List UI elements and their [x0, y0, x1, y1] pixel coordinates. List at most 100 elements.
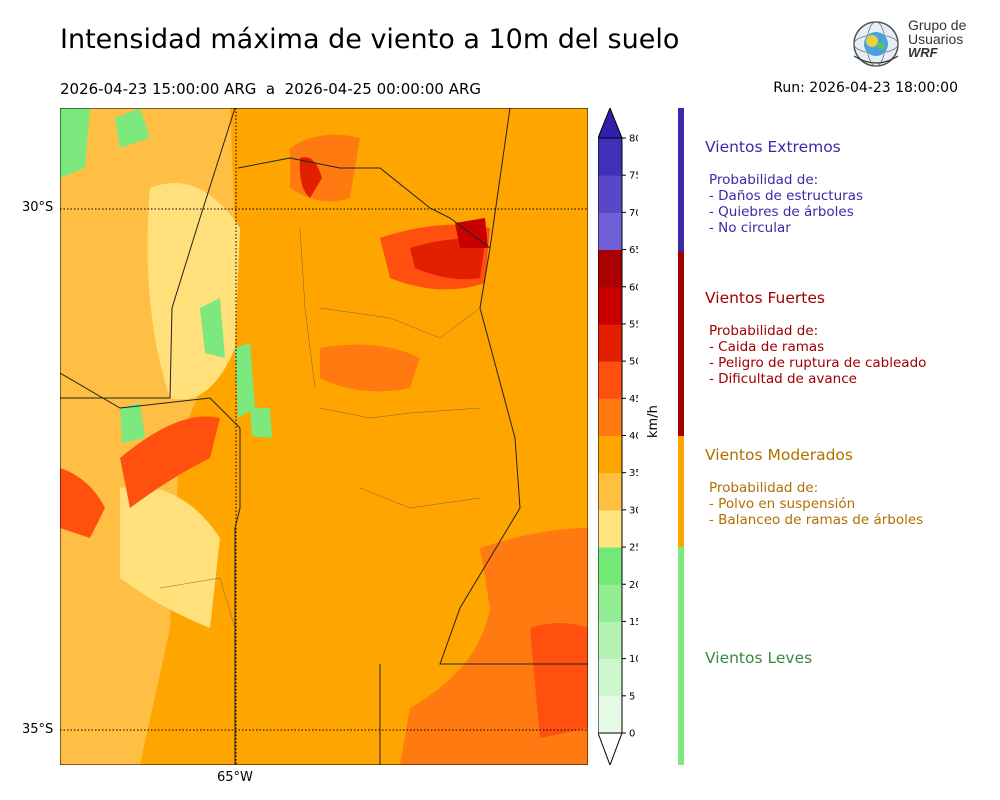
- impact-item: - Peligro de ruptura de cableado: [709, 355, 927, 371]
- logo-text: Grupo de Usuarios WRF: [908, 18, 966, 60]
- colorbar-tick-label: 5: [629, 691, 635, 702]
- colorbar-tick-label: 80: [629, 134, 638, 145]
- colorbar-tick-label: 25: [629, 543, 638, 554]
- category-moderate: Vientos Moderados Probabilidad de: - Pol…: [705, 446, 923, 528]
- lon-label-65: 65°W: [217, 770, 253, 785]
- colorbar-segment: [598, 323, 622, 362]
- impact-item: - Dificultad de avance: [709, 371, 857, 387]
- graticule: [60, 108, 588, 765]
- colorbar-tick-label: 60: [629, 282, 638, 293]
- colorbar-segment: [598, 249, 622, 288]
- colorbar-segment: [598, 138, 622, 176]
- colorbar-unit: km/h: [646, 405, 661, 438]
- colorbar-tick-label: 45: [629, 394, 638, 405]
- colorbar-segment: [598, 509, 622, 548]
- strong-core-southeast: [530, 623, 588, 738]
- probability-label: Probabilidad de:: [709, 323, 819, 339]
- colorbar-segment: [598, 212, 622, 251]
- border-central: [60, 372, 241, 765]
- impact-item: - Quiebres de árboles: [709, 204, 854, 220]
- category-probability: Probabilidad de: - Polvo en suspensión -…: [709, 480, 923, 528]
- wrf-logo: Grupo de Usuarios WRF: [848, 16, 968, 72]
- colorbar-segment: [598, 695, 622, 734]
- impact-item: - Caida de ramas: [709, 339, 825, 355]
- impact-item: - Balanceo de ramas de árboles: [709, 512, 924, 528]
- colorbar-tick-label: 15: [629, 617, 638, 628]
- category-title: Vientos Extremos: [705, 138, 841, 156]
- logo-line-3: WRF: [908, 45, 938, 60]
- category-light: Vientos Leves: [705, 649, 812, 667]
- prov-3: [359, 487, 481, 509]
- colorbar-segment: [598, 286, 622, 325]
- category-probability: Probabilidad de: - Caida de ramas - Peli…: [709, 323, 926, 387]
- colorbar-tick-label: 10: [629, 654, 638, 665]
- colorbar-segment: [598, 621, 622, 660]
- impact-item: - Polvo en suspensión: [709, 496, 856, 512]
- impact-item: - No circular: [709, 220, 791, 236]
- border-west-1: [60, 108, 236, 399]
- border-east: [439, 108, 588, 665]
- colorbar-segment: [598, 547, 622, 585]
- green-zone-3: [200, 298, 225, 358]
- strong-zone-west: [120, 416, 220, 508]
- colorbar-tick-label: 75: [629, 171, 638, 182]
- category-bar-moderate: [678, 436, 684, 547]
- run-time: Run: 2026-04-23 18:00:00: [773, 80, 958, 96]
- extreme-core-east: [455, 218, 488, 248]
- colorbar-tick-label: 30: [629, 505, 638, 516]
- prov-5: [299, 227, 316, 389]
- green-zone-4: [235, 343, 255, 418]
- colorbar-min-arrow: [598, 732, 623, 765]
- strong-zone-southwest: [60, 468, 105, 538]
- category-probability: Probabilidad de: - Daños de estructuras …: [709, 172, 863, 236]
- strong-core-north: [299, 157, 322, 198]
- colorbar-max-arrow: [598, 108, 623, 139]
- colorbar-segment: [598, 175, 622, 213]
- lat-label-35: 35°S: [22, 722, 54, 737]
- prov-1: [319, 307, 481, 339]
- colorbar-segment: [598, 435, 622, 474]
- country-borders: [60, 108, 588, 765]
- probability-label: Probabilidad de:: [709, 172, 819, 188]
- colorbar-segment: [598, 658, 622, 697]
- green-zone-5: [120, 403, 145, 443]
- prov-2: [319, 407, 481, 419]
- category-extreme: Vientos Extremos Probabilidad de: - Daño…: [705, 138, 863, 236]
- category-bar-extreme: [678, 108, 684, 252]
- green-zone-2: [115, 108, 150, 148]
- colorbar-tick-label: 70: [629, 208, 638, 219]
- logo-line-2: Usuarios: [908, 31, 964, 47]
- colorbar-tick-label: 55: [629, 319, 638, 330]
- logo-line-1: Grupo de: [908, 17, 967, 33]
- moderate-strong-zone: [320, 344, 420, 392]
- category-strong: Vientos Fuertes Probabilidad de: - Caida…: [705, 289, 926, 387]
- impact-item: - Daños de estructuras: [709, 188, 864, 204]
- colorbar-tick-label: 40: [629, 431, 638, 442]
- category-title: Vientos Leves: [705, 649, 813, 667]
- probability-label: Probabilidad de:: [709, 480, 819, 496]
- colorbar-segment: [598, 472, 622, 511]
- strong-core-east: [410, 239, 485, 280]
- colorbar-segment: [598, 584, 622, 622]
- category-bar-strong: [678, 252, 684, 436]
- valid-period: 2026-04-23 15:00:00 ARG a 2026-04-25 00:…: [60, 80, 482, 98]
- globe-logo-icon: [853, 21, 899, 67]
- lowwind-zone-2: [120, 486, 220, 628]
- colorbar: 0 5 10 15 20 25 30 35 40 45 50 55 60 65 70 75 80: [598, 108, 638, 765]
- colorbar-segment: [598, 398, 622, 436]
- prov-4: [159, 577, 236, 629]
- colorbar-tick-label: 65: [629, 245, 638, 256]
- wind-map: [60, 108, 588, 765]
- border-north: [237, 157, 491, 249]
- green-zone-1: [60, 108, 90, 178]
- colorbar-tick-label: 50: [629, 357, 638, 368]
- province-borders: [159, 227, 481, 629]
- map-title: Intensidad máxima de viento a 10m del su…: [60, 24, 680, 55]
- category-bar-light: [678, 547, 684, 765]
- colorbar-tick-label: 20: [629, 580, 638, 591]
- lat-label-30: 30°S: [22, 200, 54, 215]
- green-zone-6: [250, 408, 272, 438]
- colorbar-segment: [598, 361, 622, 399]
- category-title: Vientos Moderados: [705, 446, 853, 464]
- colorbar-tick-label: 0: [629, 729, 635, 740]
